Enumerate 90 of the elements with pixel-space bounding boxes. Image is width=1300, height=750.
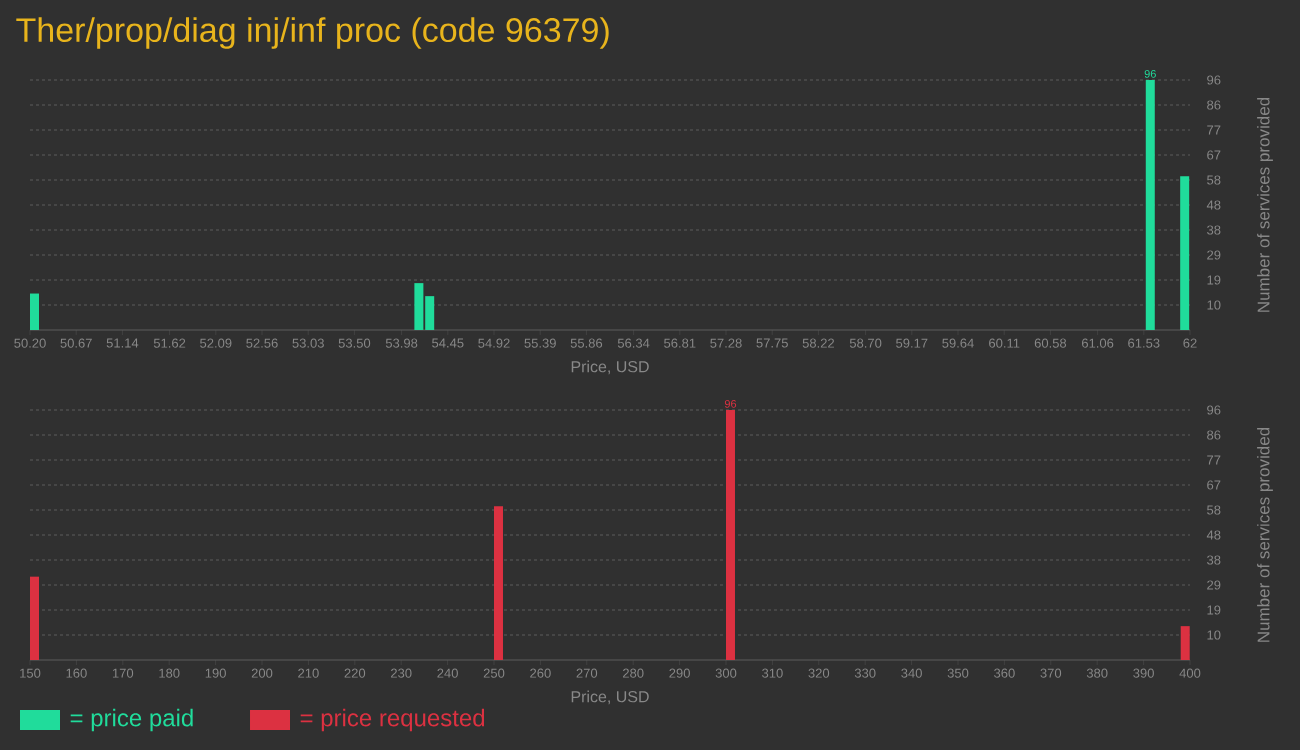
x-tick-label: 51.14 (106, 338, 139, 348)
x-tick-label: 58.70 (849, 338, 882, 348)
x-tick-label: 360 (994, 668, 1015, 678)
x-tick-label: 57.28 (710, 338, 742, 348)
x-tick-label: 400 (1179, 668, 1201, 678)
y-tick-label: 19 (1207, 605, 1221, 615)
x-tick-label: 160 (66, 668, 87, 678)
y-tick-label: 86 (1207, 430, 1221, 440)
x-tick-label: 57.75 (756, 338, 788, 348)
chart-title: Ther/prop/diag inj/inf proc (code 96379) (16, 17, 609, 49)
x-tick-label: 350 (947, 668, 969, 678)
x-tick-label: 50.67 (60, 338, 92, 348)
x-tick-label: 53.98 (385, 338, 418, 348)
x-tick-label: 54.92 (478, 338, 510, 348)
bar (494, 506, 503, 660)
x-tick-label: 300 (715, 668, 737, 678)
x-axis-title: Price, USD (571, 360, 649, 375)
x-tick-label: 220 (344, 668, 366, 678)
bar (1180, 176, 1190, 330)
x-tick-label: 61.06 (1082, 338, 1114, 348)
y-tick-label: 48 (1206, 200, 1221, 210)
y-tick-label: 86 (1207, 100, 1221, 110)
x-tick-label: 52.56 (246, 338, 278, 348)
x-tick-label: 330 (854, 668, 876, 678)
x-tick-label: 280 (623, 668, 644, 678)
y-tick-label: 96 (1207, 405, 1221, 415)
y-tick-label: 38 (1207, 225, 1221, 235)
x-tick-label: 51.62 (153, 338, 186, 348)
x-tick-label: 240 (437, 668, 458, 678)
x-tick-label: 52.09 (200, 338, 232, 348)
x-tick-label: 56.81 (664, 338, 696, 348)
x-tick-label: 59.17 (896, 338, 928, 348)
x-tick-label: 53.50 (338, 338, 371, 348)
x-tick-label: 150 (20, 668, 41, 678)
x-axis-title: Price, USD (571, 690, 649, 705)
x-tick-label: 250 (483, 668, 505, 678)
bar (725, 410, 735, 660)
y-tick-label: 96 (1207, 75, 1221, 85)
legend-label: = price paid (70, 708, 193, 732)
x-tick-label: 290 (669, 668, 690, 678)
x-tick-label: 55.86 (570, 338, 603, 348)
x-tick-label: 390 (1133, 668, 1154, 678)
y-tick-label: 10 (1207, 630, 1221, 640)
y-axis-title: Number of services provided (1257, 427, 1273, 642)
x-tick-label: 56.34 (617, 338, 650, 348)
y-tick-label: 77 (1207, 455, 1221, 465)
x-tick-label: 58.22 (802, 338, 835, 348)
y-axis-title: Number of services provided (1257, 97, 1273, 312)
bar (1145, 80, 1155, 330)
x-tick-label: 210 (298, 668, 319, 678)
bar (414, 283, 424, 330)
x-tick-label: 270 (576, 668, 598, 678)
bar (1180, 626, 1190, 660)
x-tick-label: 370 (1040, 668, 1062, 678)
x-tick-label: 200 (251, 668, 273, 678)
x-tick-label: 61.53 (1128, 338, 1160, 348)
x-tick-label: 180 (159, 668, 180, 678)
x-tick-label: 260 (530, 668, 551, 678)
x-tick-label: 380 (1086, 668, 1108, 678)
x-tick-label: 59.64 (942, 338, 974, 348)
x-tick-label: 54.45 (432, 338, 464, 348)
x-tick-label: 50.20 (14, 338, 46, 348)
y-tick-label: 58 (1207, 175, 1221, 185)
bar (30, 576, 39, 660)
x-tick-label: 310 (762, 668, 783, 678)
x-tick-label: 55.39 (524, 338, 556, 348)
y-tick-label: 38 (1207, 555, 1221, 565)
y-tick-label: 29 (1207, 580, 1221, 590)
x-tick-label: 340 (901, 668, 922, 678)
legend-label: = price requested (300, 708, 485, 732)
x-tick-label: 53.03 (292, 338, 324, 348)
y-tick-label: 19 (1207, 275, 1221, 285)
x-tick-label: 230 (391, 668, 412, 678)
y-tick-label: 10 (1207, 300, 1221, 310)
y-tick-label: 67 (1207, 150, 1221, 160)
x-tick-label: 320 (808, 668, 830, 678)
x-tick-label: 170 (112, 668, 134, 678)
x-tick-label: 190 (205, 668, 226, 678)
y-tick-label: 58 (1207, 505, 1221, 515)
data-label: 96 (724, 400, 737, 408)
bar (30, 293, 39, 330)
x-tick-label: 60.11 (989, 338, 1020, 348)
data-label: 96 (1144, 70, 1156, 78)
y-tick-label: 29 (1207, 250, 1221, 260)
bar (425, 296, 435, 330)
y-tick-label: 77 (1207, 125, 1221, 135)
y-tick-label: 48 (1206, 530, 1221, 540)
y-tick-label: 67 (1207, 480, 1221, 490)
x-tick-label: 60.58 (1034, 338, 1067, 348)
x-tick-label: 62 (1183, 338, 1197, 348)
